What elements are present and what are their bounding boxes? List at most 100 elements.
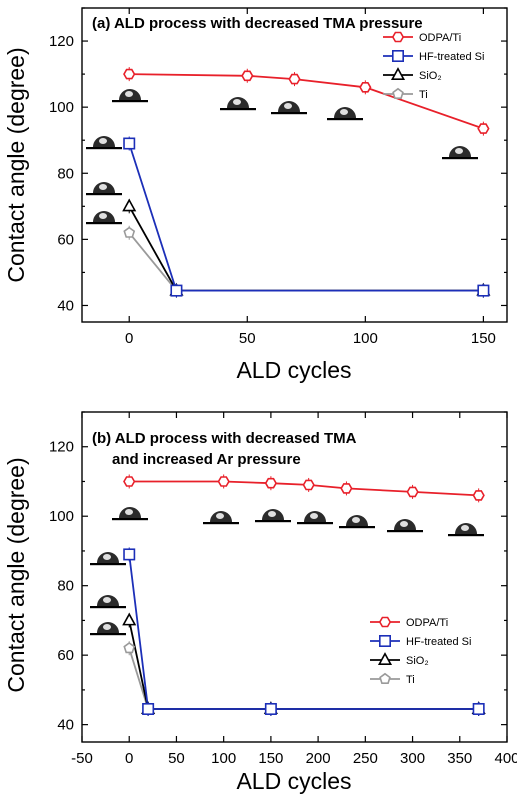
data-point — [123, 68, 136, 80]
legend-entry: Ti — [370, 672, 415, 686]
droplet-image — [90, 595, 126, 609]
x-tick-label: 50 — [168, 750, 185, 767]
data-point — [340, 483, 353, 494]
data-point — [302, 479, 315, 491]
data-point — [123, 642, 136, 654]
y-tick-label: 100 — [49, 99, 74, 116]
x-tick-label: 350 — [447, 750, 472, 767]
legend-label: SiO₂ — [419, 70, 442, 82]
plot-frame — [81, 7, 508, 323]
legend-marker — [377, 652, 393, 666]
x-tick-label: 250 — [353, 750, 378, 767]
droplet-image — [86, 136, 122, 150]
legend-marker — [390, 67, 406, 80]
data-point — [123, 476, 136, 487]
legend-marker — [392, 87, 404, 99]
data-point — [359, 82, 372, 93]
droplet-image — [327, 107, 363, 121]
x-tick-label: 0 — [125, 750, 133, 767]
panel-a: 40 60 80 100 120 0 50 100 150 Contact angle (degr… — [3, 7, 508, 383]
legend-marker — [379, 672, 391, 685]
droplet-image — [203, 511, 239, 525]
data-point — [472, 702, 485, 715]
panel-title: (a) ALD process with decreased TMA press… — [92, 15, 423, 32]
legend-label: SiO₂ — [406, 655, 429, 667]
legend-entry: SiO₂ — [383, 67, 442, 82]
y-axis-title: Contact angle (degree) — [3, 457, 29, 692]
legend-label: ODPA/Ti — [419, 32, 461, 44]
data-point — [406, 486, 419, 498]
data-point — [264, 702, 277, 715]
legend-label: HF-treated Si — [406, 636, 471, 648]
x-tick-label: 0 — [125, 330, 133, 347]
data-point — [142, 702, 155, 715]
data-point — [170, 284, 183, 297]
legend-label: HF-treated Si — [419, 51, 484, 63]
data-point — [122, 612, 137, 626]
x-tick-label: 100 — [353, 330, 378, 347]
droplet-image — [86, 182, 122, 196]
legend-marker — [378, 616, 392, 628]
panel-b: 40 60 80 100 120 -50 0 50 100 150 200 250 300 350 400 C… — [3, 411, 517, 794]
droplet-image — [271, 101, 307, 115]
y-tick-label: 80 — [57, 165, 74, 182]
data-point — [123, 548, 136, 561]
legend-label: ODPA/Ti — [406, 617, 448, 629]
legend-marker — [378, 634, 391, 647]
panel-title: and increased Ar pressure — [112, 451, 301, 468]
x-tick-label: 150 — [471, 330, 496, 347]
y-tick-label: 60 — [57, 231, 74, 248]
y-tick-label: 120 — [49, 439, 74, 456]
y-axis-title: Contact angle (degree) — [3, 47, 29, 282]
droplet-image — [339, 515, 375, 529]
x-tick-label: 150 — [258, 750, 283, 767]
data-point — [472, 490, 485, 501]
droplet-image — [255, 509, 291, 523]
data-point — [217, 476, 230, 487]
series-line — [129, 73, 484, 130]
data-point — [288, 73, 301, 85]
legend-marker — [391, 31, 405, 43]
droplet-image — [387, 519, 423, 533]
legend-entry: ODPA/Ti — [383, 31, 461, 44]
droplet-image — [112, 89, 148, 103]
droplet-image — [297, 511, 333, 525]
droplet-image — [220, 97, 256, 111]
x-tick-label: 100 — [211, 750, 236, 767]
y-tick-label: 60 — [57, 647, 74, 664]
data-point — [264, 477, 278, 489]
x-axis-title: ALD cycles — [236, 357, 351, 383]
data-point — [241, 70, 254, 82]
droplet-image — [90, 552, 126, 566]
x-axis-title: ALD cycles — [236, 768, 351, 794]
droplet-image — [112, 507, 148, 521]
y-tick-label: 40 — [57, 297, 74, 314]
droplet-image — [86, 211, 122, 225]
series-line — [128, 554, 479, 710]
legend-entry: HF-treated Si — [383, 49, 484, 63]
data-point — [477, 284, 490, 297]
x-tick-label: 400 — [494, 750, 517, 767]
legend-marker — [391, 49, 404, 62]
legend-label: Ti — [419, 89, 428, 101]
droplet-image — [442, 146, 478, 160]
data-point — [123, 226, 136, 238]
x-tick-label: 300 — [400, 750, 425, 767]
plot-frame — [81, 411, 508, 743]
legend-entry: ODPA/Ti — [370, 616, 448, 629]
y-tick-label: 80 — [57, 578, 74, 595]
legend-entry: SiO₂ — [370, 652, 429, 667]
x-tick-label: 50 — [239, 330, 256, 347]
x-tick-label: -50 — [71, 750, 93, 767]
legend-entry: HF-treated Si — [370, 634, 471, 648]
data-point — [477, 123, 490, 134]
y-tick-label: 120 — [49, 33, 74, 50]
legend-entry: Ti — [383, 87, 428, 101]
droplet-image — [448, 523, 484, 537]
y-tick-label: 100 — [49, 508, 74, 525]
panel-title: (b) ALD process with decreased TMA — [92, 430, 357, 447]
droplet-image — [90, 622, 126, 636]
legend-label: Ti — [406, 674, 415, 686]
y-tick-label: 40 — [57, 717, 74, 734]
